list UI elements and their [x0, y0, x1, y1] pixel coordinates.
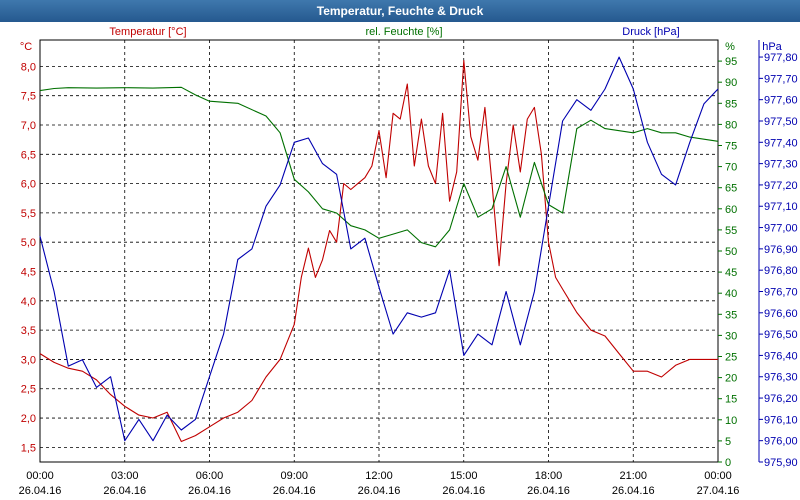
tick-label-humidity: 70 — [725, 162, 737, 174]
tick-label-humidity: 85 — [725, 98, 737, 110]
tick-label-pressure: 977,20 — [764, 180, 798, 192]
tick-label-humidity: 30 — [725, 330, 737, 342]
tick-label-humidity: 15 — [725, 394, 737, 406]
series-line-temperature — [39, 59, 718, 443]
tick-label-humidity: 65 — [725, 183, 737, 195]
axis-unit-pressure: hPa — [762, 41, 782, 53]
tick-label-pressure: 976,20 — [764, 393, 798, 405]
tick-label-time: 21:00 — [619, 470, 647, 482]
tick-label-time: 00:00 — [26, 470, 54, 482]
tick-label-date: 26.04.16 — [19, 485, 62, 497]
series-label: Temperatur [°C] — [109, 26, 186, 38]
tick-label-date: 26.04.16 — [103, 485, 146, 497]
tick-label-date: 26.04.16 — [612, 485, 655, 497]
tick-label-humidity: 10 — [725, 415, 737, 427]
tick-label-time: 00:00 — [704, 470, 732, 482]
tick-label-humidity: 75 — [725, 141, 737, 153]
tick-label-humidity: 20 — [725, 373, 737, 385]
tick-label-temperature: 8,0 — [21, 61, 36, 73]
tick-label-time: 03:00 — [111, 470, 139, 482]
series-label: Druck [hPa] — [622, 26, 679, 38]
tick-label-humidity: 95 — [725, 56, 737, 68]
tick-label-pressure: 976,40 — [764, 350, 798, 362]
tick-label-humidity: 45 — [725, 267, 737, 279]
tick-label-pressure: 976,10 — [764, 414, 798, 426]
axis-unit-humidity: % — [725, 41, 735, 53]
tick-label-time: 09:00 — [280, 470, 308, 482]
tick-label-date: 27.04.16 — [697, 485, 740, 497]
tick-label-humidity: 90 — [725, 77, 737, 89]
tick-label-temperature: 3,0 — [21, 354, 36, 366]
series-line-pressure — [39, 56, 719, 442]
tick-label-humidity: 35 — [725, 309, 737, 321]
tick-label-pressure: 977,50 — [764, 116, 798, 128]
tick-label-temperature: 2,5 — [21, 384, 36, 396]
tick-label-humidity: 50 — [725, 246, 737, 258]
tick-label-humidity: 40 — [725, 288, 737, 300]
tick-label-humidity: 25 — [725, 352, 737, 364]
tick-label-time: 15:00 — [450, 470, 478, 482]
axis-unit-temperature: °C — [20, 41, 32, 53]
tick-label-temperature: 6,0 — [21, 179, 36, 191]
tick-label-pressure: 977,80 — [764, 52, 798, 64]
tick-label-pressure: 976,50 — [764, 329, 798, 341]
tick-label-temperature: 6,5 — [21, 149, 36, 161]
tick-label-pressure: 976,60 — [764, 308, 798, 320]
tick-label-time: 12:00 — [365, 470, 393, 482]
tick-label-pressure: 977,00 — [764, 223, 798, 235]
tick-label-pressure: 977,70 — [764, 73, 798, 85]
tick-label-temperature: 2,0 — [21, 413, 36, 425]
tick-label-date: 26.04.16 — [273, 485, 316, 497]
tick-label-temperature: 7,0 — [21, 120, 36, 132]
tick-label-temperature: 7,5 — [21, 91, 36, 103]
tick-label-pressure: 977,30 — [764, 159, 798, 171]
tick-label-pressure: 977,10 — [764, 201, 798, 213]
tick-label-date: 26.04.16 — [358, 485, 401, 497]
tick-label-temperature: 4,5 — [21, 267, 36, 279]
series-label: rel. Feuchte [%] — [365, 26, 442, 38]
chart-title: Temperatur, Feuchte & Druck — [0, 0, 800, 22]
tick-label-humidity: 80 — [725, 119, 737, 131]
tick-label-pressure: 977,60 — [764, 95, 798, 107]
tick-label-date: 26.04.16 — [188, 485, 231, 497]
tick-label-pressure: 976,90 — [764, 244, 798, 256]
tick-label-humidity: 5 — [725, 436, 731, 448]
tick-label-humidity: 55 — [725, 225, 737, 237]
tick-label-temperature: 5,5 — [21, 208, 36, 220]
tick-label-date: 26.04.16 — [442, 485, 485, 497]
tick-label-pressure: 976,00 — [764, 436, 798, 448]
tick-label-pressure: 975,90 — [764, 457, 798, 469]
series-line-humidity — [39, 86, 719, 248]
tick-label-humidity: 60 — [725, 204, 737, 216]
tick-label-humidity: 0 — [725, 457, 731, 469]
tick-label-temperature: 4,0 — [21, 296, 36, 308]
tick-label-date: 26.04.16 — [527, 485, 570, 497]
tick-label-pressure: 976,30 — [764, 372, 798, 384]
tick-label-temperature: 5,0 — [21, 237, 36, 249]
tick-label-pressure: 977,40 — [764, 137, 798, 149]
tick-label-temperature: 3,5 — [21, 325, 36, 337]
tick-label-pressure: 976,80 — [764, 265, 798, 277]
tick-label-pressure: 976,70 — [764, 286, 798, 298]
tick-label-time: 06:00 — [196, 470, 224, 482]
tick-label-time: 18:00 — [535, 470, 563, 482]
tick-label-temperature: 1,5 — [21, 442, 36, 454]
